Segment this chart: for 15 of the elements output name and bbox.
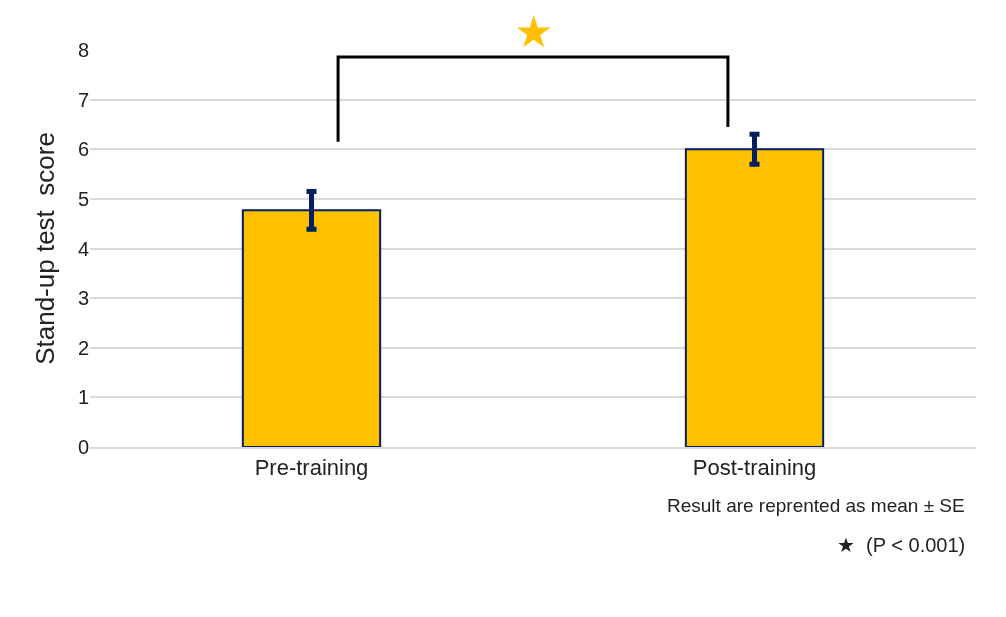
annotation: ★ <box>514 7 553 56</box>
y-tick-label: 5 <box>77 187 89 210</box>
y-tick-label: 8 <box>77 39 89 61</box>
x-tick-label: Pre-training <box>254 455 369 481</box>
y-tick-label: 1 <box>77 386 89 409</box>
x-tick-label: Post-training <box>692 455 817 481</box>
text: ★ (P < 0.001) <box>837 534 966 556</box>
y-tick-label: 2 <box>77 336 89 359</box>
y-tick-label: 0 <box>77 436 89 458</box>
y-tick-label: 3 <box>77 287 89 310</box>
y-axis-title: Stand-up test score <box>30 132 61 365</box>
y-tick-label: 6 <box>77 138 89 161</box>
y-tick-label: 4 <box>77 237 89 260</box>
text: Result are reprented as mean ± SE <box>667 495 965 516</box>
y-tick-label: 7 <box>77 88 89 111</box>
